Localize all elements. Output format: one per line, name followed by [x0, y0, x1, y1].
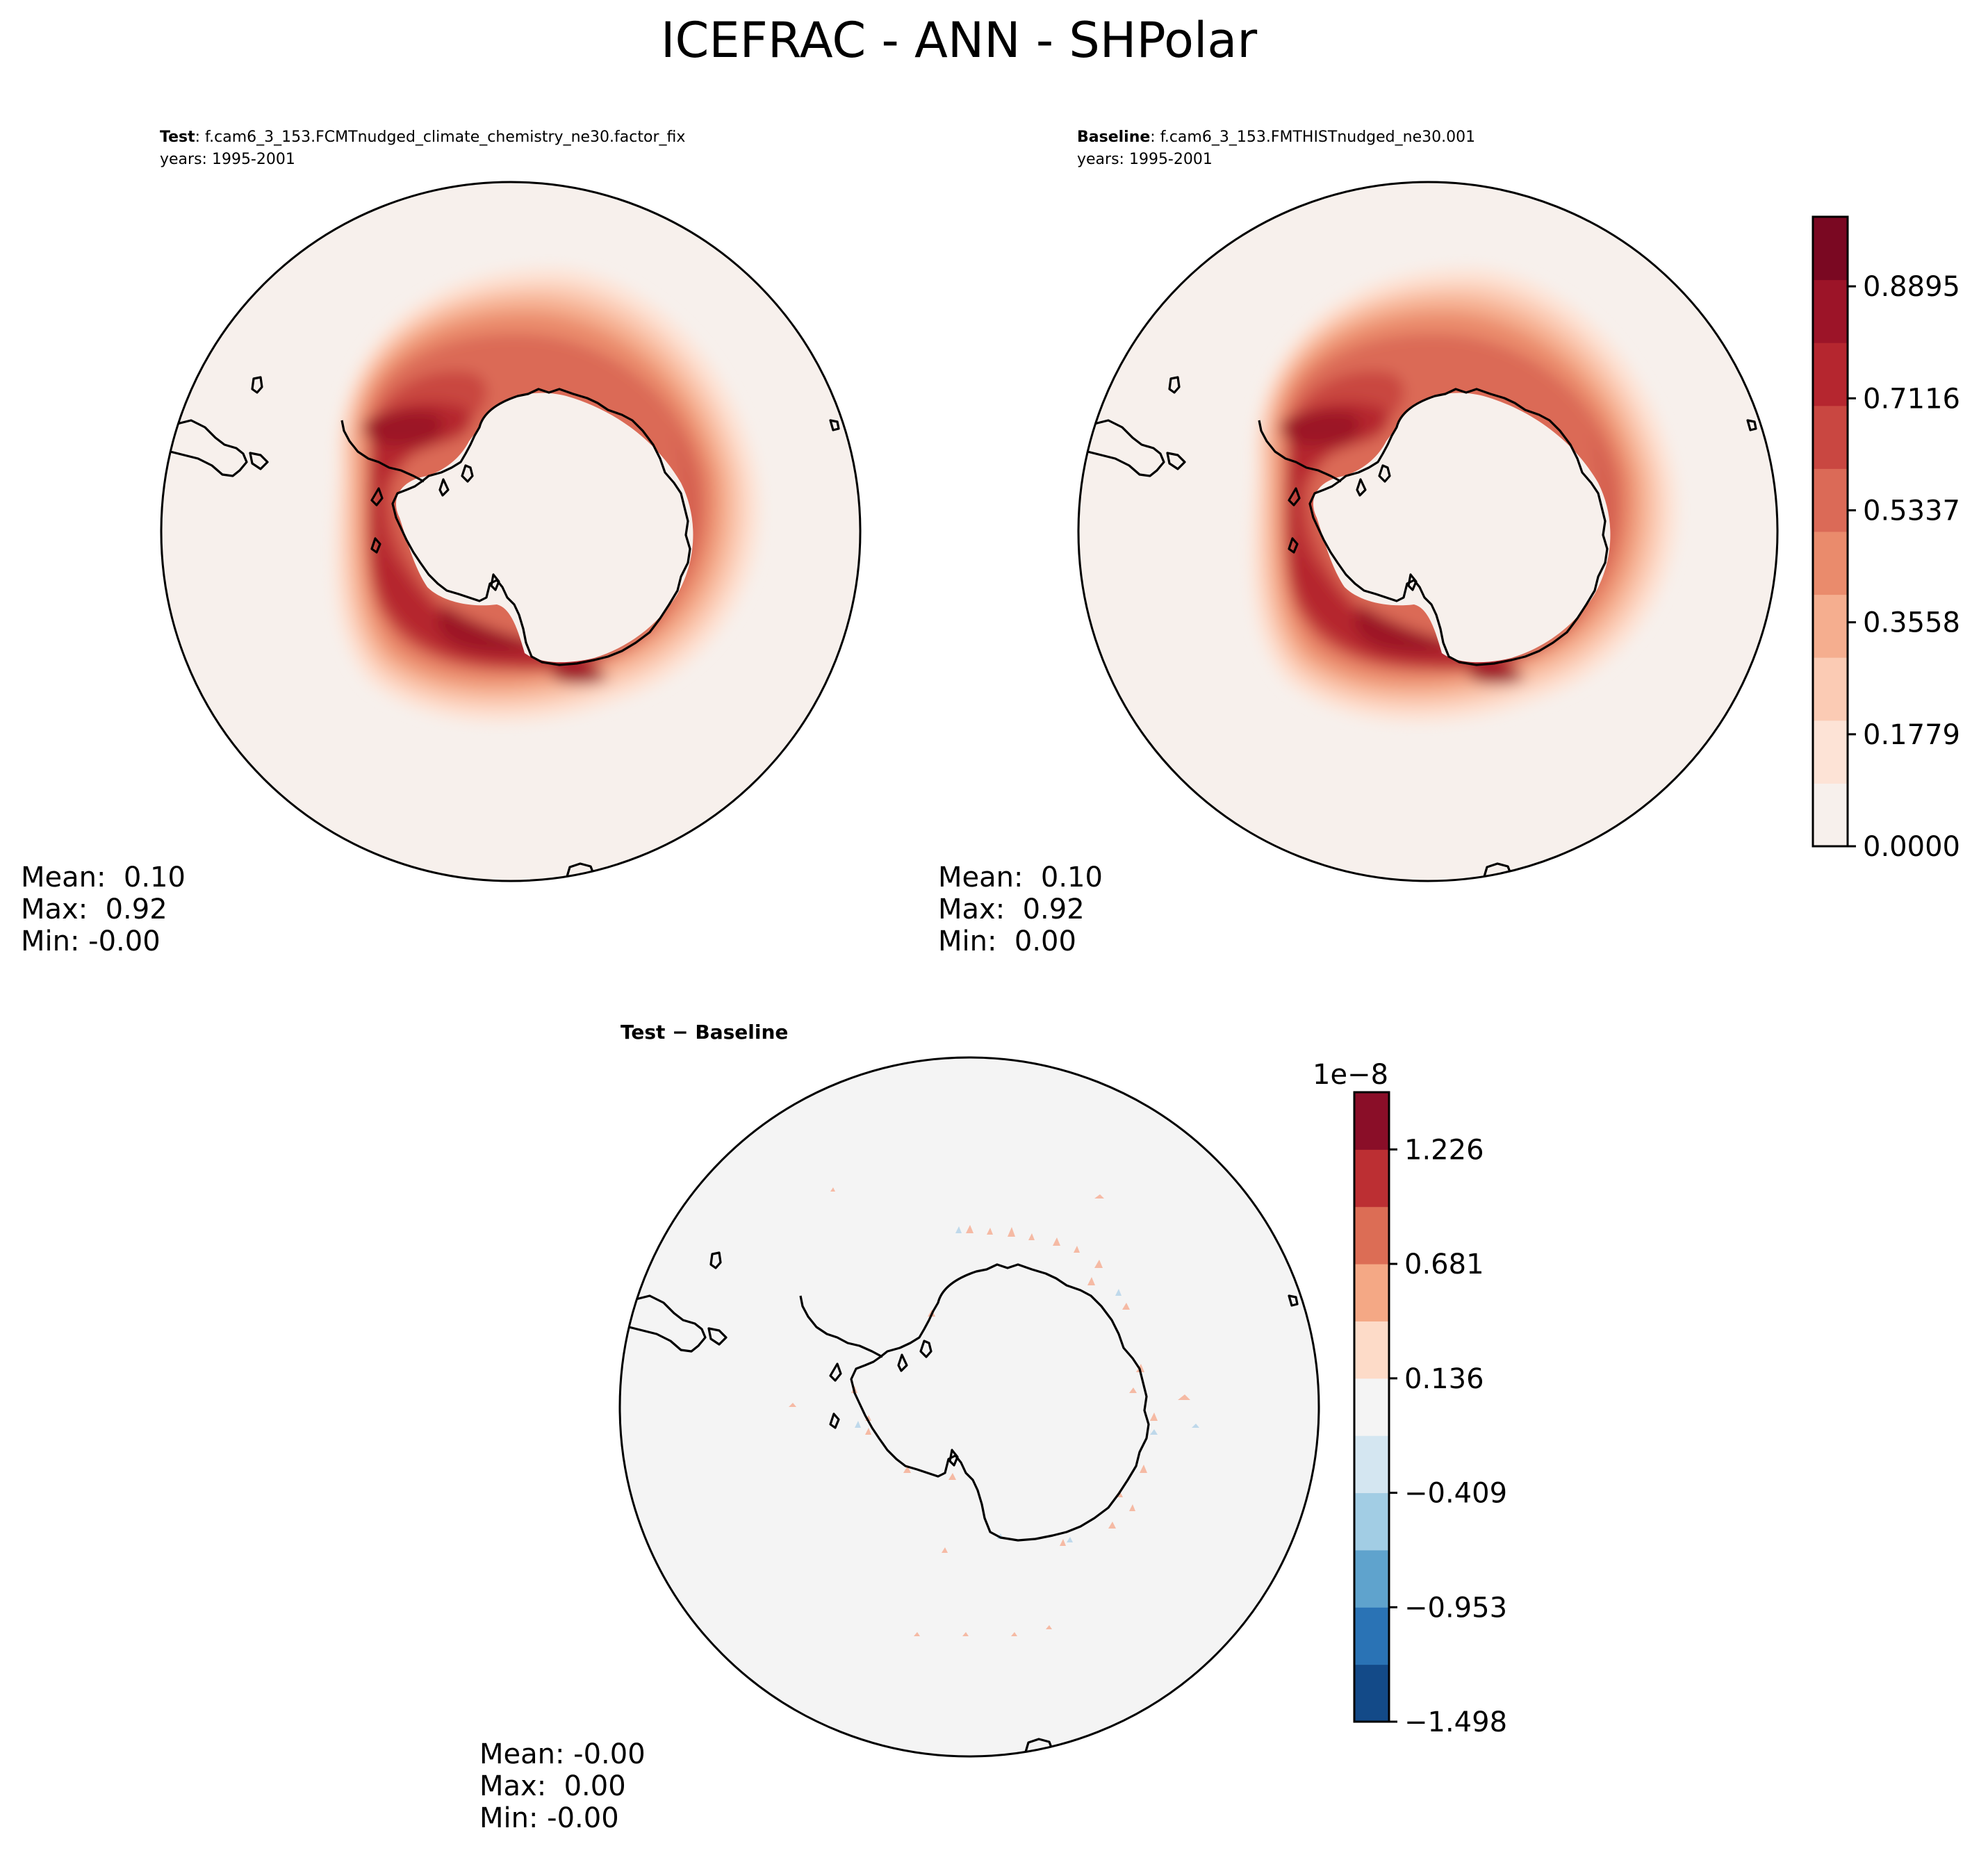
diff-colorbar-segment	[1354, 1092, 1389, 1150]
field-colorbar: 0.0000 0.1779 0.3558 0.5337 0.7116 0.8895	[1812, 215, 1960, 863]
field-colorbar-segment	[1813, 468, 1848, 532]
test-panel: Test: f.cam6_3_153.FCMTnudged_climate_ch…	[21, 129, 862, 957]
field-colorbar-frame	[1812, 215, 1849, 848]
field-colorbar-segment	[1813, 343, 1848, 406]
diff-colorbar-exponent: 1e−8	[1313, 1059, 1388, 1091]
diff-colorbar-segment	[1354, 1664, 1389, 1722]
diff-min: Min: -0.00	[479, 1802, 619, 1834]
test-case-name: : f.cam6_3_153.FCMTnudged_climate_chemis…	[195, 129, 686, 146]
field-colorbar-tick-label: 0.7116	[1863, 383, 1960, 415]
field-colorbar-tick-label: 0.8895	[1863, 271, 1960, 303]
diff-colorbar-segment	[1354, 1378, 1389, 1436]
field-colorbar-segment	[1813, 783, 1848, 847]
test-map	[160, 182, 860, 881]
diff-colorbar: 1e−8 −1.498 −0.953 −0.409 0.136 0.681 1.226	[1313, 1059, 1507, 1738]
diff-colorbar-segment	[1354, 1264, 1389, 1321]
field-colorbar-tick-label: 0.0000	[1863, 831, 1960, 863]
diff-colorbar-segment	[1354, 1206, 1389, 1265]
diff-colorbar-segment	[1354, 1149, 1389, 1208]
diff-mean: Mean: -0.00	[479, 1738, 646, 1770]
baseline-map	[1077, 182, 1777, 881]
diff-max: Max: 0.00	[479, 1770, 626, 1802]
diff-colorbar-segment	[1354, 1321, 1389, 1379]
test-label: Test	[160, 129, 195, 146]
baseline-max: Max: 0.92	[938, 893, 1085, 925]
field-colorbar-segment	[1813, 217, 1848, 281]
baseline-years: years: 1995-2001	[1077, 151, 1213, 168]
field-colorbar-segments	[1813, 217, 1848, 847]
field-colorbar-segment	[1813, 532, 1848, 595]
field-colorbar-tick-label: 0.3558	[1863, 607, 1960, 639]
test-panel-title: Test: f.cam6_3_153.FCMTnudged_climate_ch…	[160, 129, 685, 146]
field-colorbar-segment	[1813, 405, 1848, 469]
diff-colorbar-segment	[1354, 1549, 1389, 1608]
diff-colorbar-segment	[1354, 1492, 1389, 1551]
diff-colorbar-tick-label: −0.953	[1404, 1592, 1507, 1624]
diff-colorbar-tick-label: 1.226	[1404, 1134, 1484, 1166]
baseline-map-boundary	[1077, 181, 1779, 882]
diff-colorbar-tick-label: −1.498	[1404, 1706, 1507, 1738]
figure-title: ICEFRAC - ANN - SHPolar	[661, 12, 1257, 69]
field-colorbar-segment	[1813, 657, 1848, 721]
baseline-panel-title: Baseline: f.cam6_3_153.FMTHISTnudged_ne3…	[1077, 129, 1475, 146]
baseline-panel: Baseline: f.cam6_3_153.FMTHISTnudged_ne3…	[938, 129, 1779, 957]
test-years: years: 1995-2001	[160, 151, 295, 168]
field-colorbar-segment	[1813, 279, 1848, 343]
diff-colorbar-tick-label: −0.409	[1404, 1478, 1507, 1510]
diff-panel: Test − Baseline Mean: -0.00 Max: 0.00 Mi…	[479, 1021, 1320, 1834]
diff-colorbar-segment	[1354, 1435, 1389, 1494]
test-min: Min: -0.00	[21, 925, 161, 957]
diff-colorbar-segments	[1354, 1092, 1389, 1722]
field-colorbar-segment	[1813, 594, 1848, 658]
diff-colorbar-frame	[1353, 1091, 1390, 1723]
diff-map-boundary	[618, 1056, 1320, 1758]
diff-colorbar-tick-label: 0.136	[1404, 1363, 1484, 1395]
field-colorbar-tick-label: 0.1779	[1863, 719, 1960, 751]
test-map-boundary	[160, 181, 862, 882]
diff-panel-title: Test − Baseline	[621, 1021, 788, 1044]
diff-map	[620, 1057, 1319, 1756]
diff-colorbar-tick-label: 0.681	[1404, 1249, 1484, 1280]
baseline-min: Min: 0.00	[938, 925, 1076, 957]
test-max: Max: 0.92	[21, 893, 167, 925]
field-colorbar-segment	[1813, 720, 1848, 784]
baseline-mean: Mean: 0.10	[938, 862, 1103, 893]
diff-colorbar-segment	[1354, 1607, 1389, 1665]
baseline-label: Baseline	[1077, 129, 1150, 146]
test-mean: Mean: 0.10	[21, 862, 186, 893]
field-colorbar-tick-label: 0.5337	[1863, 495, 1960, 527]
baseline-case-name: : f.cam6_3_153.FMTHISTnudged_ne30.001	[1150, 129, 1475, 146]
